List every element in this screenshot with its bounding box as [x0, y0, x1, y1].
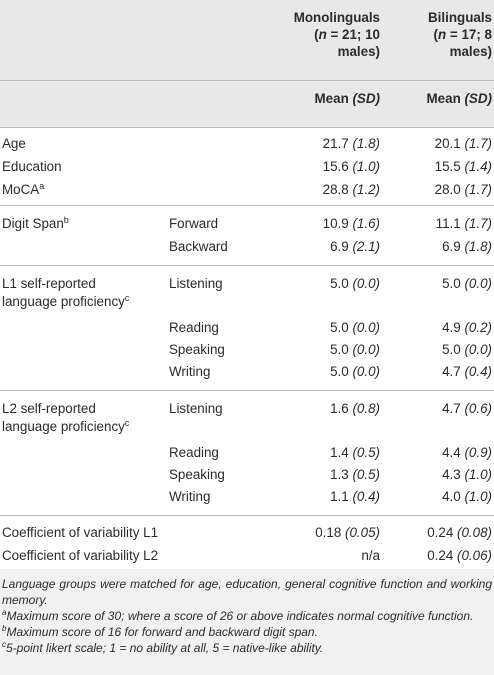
table-row-age: Age 21.7 (1.8) 20.1 (1.7): [0, 127, 494, 153]
row-sublabel: Reading: [169, 320, 219, 335]
row-sublabel: Listening: [166, 265, 273, 315]
row-label: L1 self-reported language proficiencyc: [0, 265, 166, 315]
header-row-groups: Monolinguals (n = 21; 10 males) Bilingua…: [0, 0, 494, 81]
bilinguals-header: Bilinguals (n = 17; 8 males): [388, 0, 494, 81]
table-row-l1-writing: Writing 5.0 (0.0) 4.7 (0.4): [0, 359, 494, 391]
mono-value: 0.18 (0.05): [273, 515, 388, 542]
header-row-stats: Mean (SD) Mean (SD): [0, 80, 494, 128]
mono-value: n/a: [361, 548, 380, 563]
mean-sd-header-bi: Mean (SD): [388, 80, 494, 128]
mono-value: 21.7 (1.8): [273, 127, 388, 153]
row-label: Age: [0, 127, 166, 153]
bi-value: 4.3 (1.0): [442, 467, 492, 482]
demographics-table: Monolinguals (n = 21; 10 males) Bilingua…: [0, 0, 494, 565]
table-row-l2-reading: Reading 1.4 (0.5) 4.4 (0.9): [0, 440, 494, 462]
monolinguals-header: Monolinguals (n = 21; 10 males): [273, 0, 388, 81]
row-sublabel: Speaking: [169, 342, 225, 357]
mono-value: 1.3 (0.5): [330, 467, 380, 482]
table-row-digit-forward: Digit Spanb Forward 10.9 (1.6) 11.1 (1.7…: [0, 205, 494, 233]
mono-value: 5.0 (0.0): [330, 320, 380, 335]
table-row-l2-writing: Writing 1.1 (0.4) 4.0 (1.0): [0, 484, 494, 516]
mean-sd-header-mono: Mean (SD): [273, 80, 388, 128]
row-sublabel: Reading: [169, 445, 219, 460]
row-sublabel: Writing: [169, 489, 211, 504]
mono-value: 1.1 (0.4): [330, 489, 380, 504]
bi-value: 28.0 (1.7): [434, 182, 492, 197]
table-row-l1-reading: Reading 5.0 (0.0) 4.9 (0.2): [0, 315, 494, 337]
footnote-b: bMaximum score of 16 for forward and bac…: [2, 624, 318, 640]
row-sublabel: Writing: [169, 364, 211, 379]
table-row-cov-l2: Coefficient of variability L2 n/a 0.24 (…: [0, 542, 494, 565]
row-label: Education: [2, 159, 62, 174]
mono-value: 1.4 (0.5): [330, 445, 380, 460]
mono-value: 5.0 (0.0): [330, 342, 380, 357]
bi-value: 4.7 (0.6): [388, 390, 494, 440]
bi-value: 4.9 (0.2): [442, 320, 492, 335]
mono-value: 5.0 (0.0): [330, 364, 380, 379]
table-row-digit-backward: Backward 6.9 (2.1) 6.9 (1.8): [0, 233, 494, 266]
mono-value: 6.9 (2.1): [330, 239, 380, 254]
mono-value: 5.0 (0.0): [273, 265, 388, 315]
row-label: L2 self-reported language proficiencyc: [0, 390, 166, 440]
row-label: Coefficient of variability L1: [0, 515, 273, 542]
bi-value: 0.24 (0.08): [388, 515, 494, 542]
table-row-l2-listening: L2 self-reported language proficiencyc Li…: [0, 390, 494, 440]
bi-value: 15.5 (1.4): [434, 159, 492, 174]
bi-value: 5.0 (0.0): [388, 265, 494, 315]
row-sublabel: Forward: [166, 205, 273, 233]
bi-value: 20.1 (1.7): [388, 127, 494, 153]
table-row-education: Education 15.6 (1.0) 15.5 (1.4): [0, 153, 494, 176]
bi-value: 4.4 (0.9): [442, 445, 492, 460]
bi-value: 11.1 (1.7): [388, 205, 494, 233]
table-row-l1-listening: L1 self-reported language proficiencyc Li…: [0, 265, 494, 315]
mono-value: 28.8 (1.2): [322, 182, 380, 197]
row-sublabel: Speaking: [169, 467, 225, 482]
bi-value: 0.24 (0.06): [427, 548, 492, 563]
bi-value: 6.9 (1.8): [442, 239, 492, 254]
row-label: MoCAa: [2, 181, 45, 198]
bi-value: 5.0 (0.0): [442, 342, 492, 357]
mono-value: 10.9 (1.6): [273, 205, 388, 233]
table-footnotes: Language groups were matched for age, ed…: [0, 569, 494, 675]
bi-value: 4.0 (1.0): [442, 489, 492, 504]
row-sublabel: Listening: [166, 390, 273, 440]
footnote-a: aMaximum score of 30; where a score of 2…: [2, 608, 474, 624]
footnote-c: c5-point likert scale; 1 = no ability at…: [2, 640, 324, 656]
row-sublabel: Backward: [169, 239, 228, 254]
row-label: Coefficient of variability L2: [2, 548, 159, 563]
table-row-moca: MoCAa 28.8 (1.2) 28.0 (1.7): [0, 176, 494, 206]
table-row-l2-speaking: Speaking 1.3 (0.5) 4.3 (1.0): [0, 462, 494, 484]
table-row-l1-speaking: Speaking 5.0 (0.0) 5.0 (0.0): [0, 337, 494, 359]
mono-value: 15.6 (1.0): [322, 159, 380, 174]
table-row-cov-l1: Coefficient of variability L1 0.18 (0.05…: [0, 515, 494, 542]
row-label: Digit Spanb: [0, 205, 166, 233]
mono-value: 1.6 (0.8): [273, 390, 388, 440]
bi-value: 4.7 (0.4): [442, 364, 492, 379]
footnote-main: Language groups were matched for age, ed…: [2, 577, 492, 607]
